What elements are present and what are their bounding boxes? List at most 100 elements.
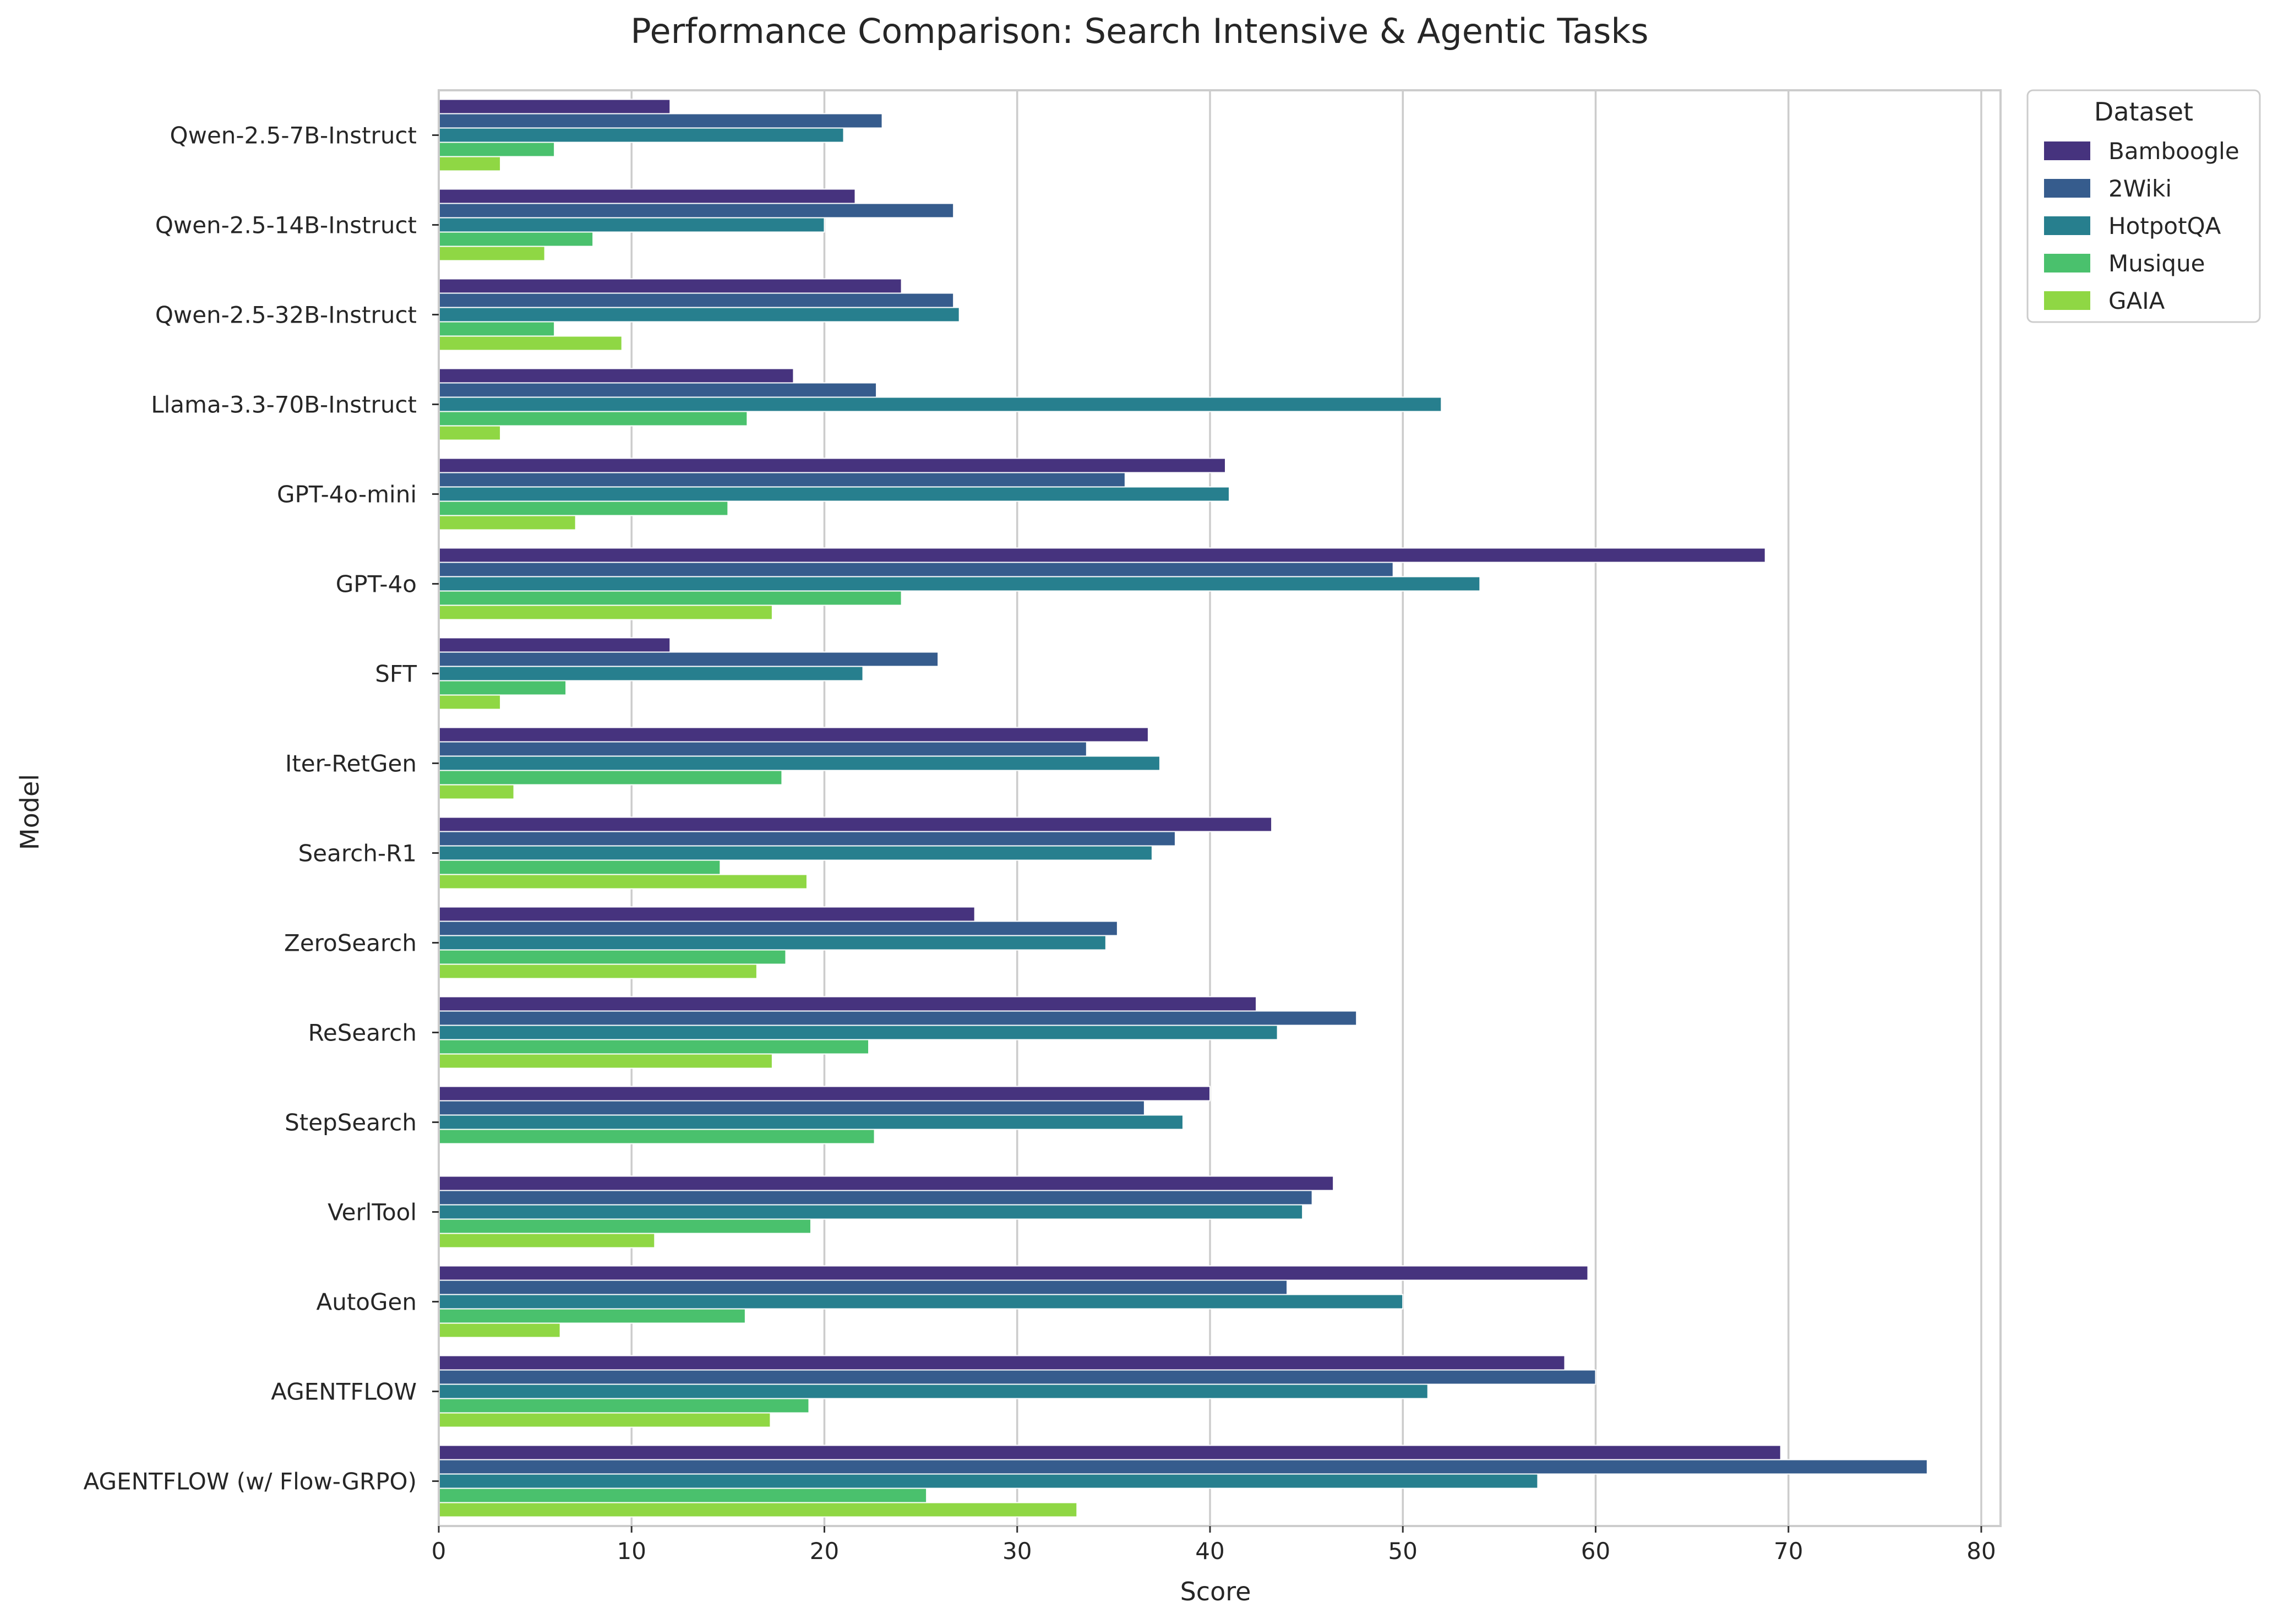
legend-label-gaia: GAIA <box>2108 287 2165 314</box>
legend-label-hotpotqa: HotpotQA <box>2108 212 2221 239</box>
bar-bamboogle <box>438 996 1257 1012</box>
bar-hotpotqa <box>438 755 1160 771</box>
y-tick-label: ZeroSearch <box>284 930 417 957</box>
y-tick-label: StepSearch <box>285 1109 417 1136</box>
legend-label-2wiki: 2Wiki <box>2108 175 2172 202</box>
bar-musique <box>438 1398 810 1414</box>
bar-musique <box>438 500 729 516</box>
bar-gaia <box>438 963 757 979</box>
bar-musique <box>438 231 594 247</box>
bar-bamboogle <box>438 457 1227 473</box>
y-tick-label: Llama-3.3-70B-Instruct <box>151 391 417 418</box>
legend-swatch-bamboogle <box>2044 141 2090 160</box>
bar-hotpotqa <box>438 845 1153 861</box>
y-tick-label: VerlTool <box>328 1199 417 1226</box>
legend-label-bamboogle: Bamboogle <box>2108 138 2239 165</box>
bar-bamboogle <box>438 99 671 115</box>
y-tick-label: Qwen-2.5-14B-Instruct <box>155 212 417 239</box>
y-tick-label: AutoGen <box>316 1289 417 1316</box>
bar-gaia <box>438 335 623 351</box>
x-tick-label: 20 <box>810 1538 839 1565</box>
bar-bamboogle <box>438 1175 1334 1191</box>
bar-musique <box>438 1308 746 1324</box>
legend-title: Dataset <box>2094 97 2193 127</box>
x-tick-label: 50 <box>1388 1538 1418 1565</box>
bar-2wiki <box>438 651 939 667</box>
bar-bamboogle <box>438 1355 1566 1371</box>
bar-2wiki <box>438 382 878 398</box>
bar-2wiki <box>438 1190 1313 1206</box>
bar-hotpotqa <box>438 1024 1278 1040</box>
bar-musique <box>438 141 555 157</box>
bar-gaia <box>438 874 808 890</box>
bar-2wiki <box>438 203 955 219</box>
x-tick-label: 60 <box>1581 1538 1610 1565</box>
x-axis-ticks: 0 10 20 30 40 50 60 70 80 <box>432 1526 1996 1565</box>
y-axis-ticks: Qwen-2.5-7B-Instruct Qwen-2.5-14B-Instruc… <box>84 122 439 1495</box>
bar-bamboogle <box>438 368 794 384</box>
bar-hotpotqa <box>438 217 825 233</box>
bar-hotpotqa <box>438 576 1481 592</box>
bar-bamboogle <box>438 1445 1781 1460</box>
bar-gaia <box>438 1412 771 1428</box>
bar-musique <box>438 590 902 606</box>
legend-swatch-hotpotqa <box>2044 216 2090 235</box>
bar-bamboogle <box>438 547 1766 563</box>
bar-musique <box>438 949 787 965</box>
bar-musique <box>438 321 555 337</box>
bar-hotpotqa <box>438 1473 1539 1489</box>
bar-bamboogle <box>438 278 902 294</box>
x-tick-label: 80 <box>1966 1538 1996 1565</box>
bar-hotpotqa <box>438 1383 1429 1399</box>
y-tick-label: ReSearch <box>308 1020 417 1047</box>
bar-2wiki <box>438 1100 1145 1116</box>
y-tick-label: SFT <box>375 661 417 688</box>
bars <box>438 99 1928 1518</box>
x-axis-title: Score <box>1180 1577 1251 1606</box>
bar-hotpotqa <box>438 935 1107 951</box>
x-tick-label: 0 <box>432 1538 446 1565</box>
bar-bamboogle <box>438 1265 1589 1281</box>
bar-bamboogle <box>438 188 856 204</box>
x-tick-label: 40 <box>1195 1538 1224 1565</box>
y-tick-label: AGENTFLOW (w/ Flow-GRPO) <box>84 1468 417 1495</box>
legend-items: Bamboogle 2Wiki HotpotQA Musique GAIA <box>2044 138 2239 314</box>
bar-gaia <box>438 1053 773 1069</box>
bar-hotpotqa <box>438 1114 1184 1130</box>
bar-gaia <box>438 694 502 710</box>
y-tick-label: Qwen-2.5-7B-Instruct <box>170 122 417 149</box>
bar-musique <box>438 680 567 696</box>
bar-gaia <box>438 604 773 620</box>
bar-2wiki <box>438 1010 1358 1026</box>
bar-musique <box>438 1487 928 1503</box>
bar-gaia <box>438 515 576 531</box>
chart-title: Performance Comparison: Search Intensive… <box>630 11 1648 51</box>
y-tick-label: Search-R1 <box>298 840 417 867</box>
bar-hotpotqa <box>438 486 1230 502</box>
bar-2wiki <box>438 1279 1288 1295</box>
bar-2wiki <box>438 1459 1928 1475</box>
bar-musique <box>438 411 748 427</box>
bar-2wiki <box>438 1369 1596 1385</box>
x-tick-label: 30 <box>1002 1538 1032 1565</box>
bar-2wiki <box>438 831 1176 847</box>
bar-bamboogle <box>438 816 1273 832</box>
y-tick-label: Qwen-2.5-32B-Instruct <box>155 302 417 329</box>
legend-swatch-gaia <box>2044 291 2090 310</box>
bar-2wiki <box>438 920 1118 936</box>
bar-musique <box>438 859 721 875</box>
bar-2wiki <box>438 472 1126 488</box>
y-tick-label: GPT-4o <box>336 571 417 598</box>
y-tick-label: GPT-4o-mini <box>277 481 417 508</box>
bar-hotpotqa <box>438 1204 1304 1220</box>
x-tick-label: 10 <box>617 1538 646 1565</box>
bar-bamboogle <box>438 727 1149 743</box>
bar-gaia <box>438 246 546 261</box>
bar-gaia <box>438 156 502 172</box>
bar-musique <box>438 1218 811 1234</box>
x-tick-label: 70 <box>1774 1538 1803 1565</box>
bar-gaia <box>438 425 502 441</box>
y-tick-label: Iter-RetGen <box>285 750 417 777</box>
bar-2wiki <box>438 562 1394 577</box>
